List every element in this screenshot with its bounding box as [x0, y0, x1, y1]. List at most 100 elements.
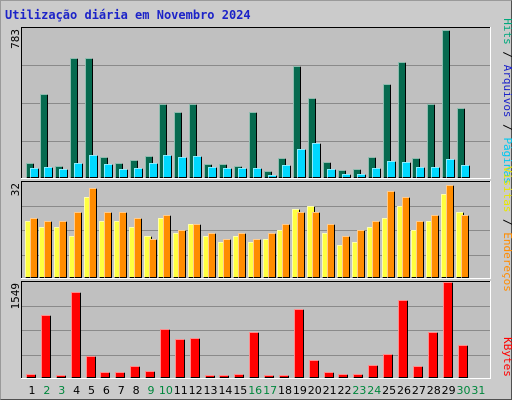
bar-pginas-day-23-shadow	[357, 174, 366, 178]
x-tick-label-day: 9	[148, 384, 155, 397]
x-tick-label-day: 23	[352, 384, 366, 397]
x-tick-label-day: 3	[58, 384, 65, 397]
bar-endereos-day-11-shadow	[178, 230, 186, 278]
bar-hits-day-4	[70, 58, 78, 178]
bar-pginas-day-29-shadow	[446, 159, 455, 178]
bar-endereos-day-2-highlight	[44, 221, 52, 278]
bar-visitas-day-20-highlight	[307, 206, 315, 278]
bar-kbytes-day-6	[100, 372, 110, 378]
x-tick-label-day: 28	[427, 384, 441, 397]
bar-kbytes-day-7-shadow	[115, 372, 125, 378]
bar-kbytes-day-5-shadow	[86, 356, 96, 378]
bar-visitas-day-21	[322, 233, 330, 278]
bar-visitas-day-19-highlight	[292, 209, 300, 278]
bar-hits-day-20	[308, 98, 316, 178]
bar-hits-day-2-highlight	[40, 94, 48, 178]
bar-endereos-day-12	[193, 224, 201, 278]
bar-visitas-day-2	[39, 227, 47, 278]
bar-endereos-day-18-shadow	[282, 224, 290, 278]
bar-endereos-day-10-highlight	[163, 215, 171, 278]
bar-kbytes-day-22	[338, 374, 348, 378]
bar-endereos-day-13	[208, 233, 216, 278]
bar-endereos-day-9-shadow	[149, 239, 157, 278]
bar-pginas-day-8-shadow	[134, 168, 143, 178]
bar-endereos-day-4-highlight	[74, 212, 82, 278]
x-tick-label-day: 2	[43, 384, 50, 397]
bar-endereos-day-6-highlight	[104, 212, 112, 278]
bar-endereos-day-26-highlight	[402, 197, 410, 278]
bar-pginas-day-6	[104, 164, 113, 178]
bar-endereos-day-24-shadow	[372, 221, 380, 278]
bar-pginas-day-20-shadow	[312, 143, 321, 178]
bar-kbytes-day-23-highlight	[353, 374, 363, 378]
bar-kbytes-day-5-highlight	[86, 356, 96, 378]
x-tick-label-day: 30	[457, 384, 471, 397]
bar-pginas-day-14	[223, 168, 232, 178]
bar-endereos-day-29	[446, 185, 454, 278]
bar-kbytes-day-9-highlight	[145, 371, 155, 378]
bar-visitas-day-4	[69, 236, 77, 278]
bar-kbytes-day-14-highlight	[219, 375, 229, 378]
bar-hits-day-14-highlight	[219, 164, 227, 178]
x-tick-label-day: 7	[118, 384, 125, 397]
bar-endereos-day-29-highlight	[446, 185, 454, 278]
bar-kbytes-day-16-shadow	[249, 332, 259, 378]
bar-endereos-day-30-shadow	[461, 215, 469, 278]
bar-visitas-day-29	[441, 194, 449, 278]
x-tick-label-day: 21	[323, 384, 337, 397]
bar-endereos-day-20-shadow	[312, 212, 320, 278]
bar-kbytes-day-11-highlight	[175, 339, 185, 378]
panel-3-ymax-label: 1549	[9, 283, 22, 310]
bar-hits-day-23-highlight	[353, 169, 361, 178]
bar-pginas-day-17	[268, 175, 277, 178]
bar-pginas-day-3-highlight	[59, 169, 68, 178]
bar-kbytes-day-20-shadow	[309, 360, 319, 378]
bar-kbytes-day-12-highlight	[190, 338, 200, 378]
bar-pginas-day-19-highlight	[297, 149, 306, 178]
bar-hits-day-19	[293, 66, 301, 178]
bar-endereos-day-27	[416, 221, 424, 278]
bar-endereos-day-22	[342, 236, 350, 278]
bar-hits-day-25	[383, 84, 391, 178]
bar-endereos-day-26-shadow	[402, 197, 410, 278]
bar-pginas-day-6-shadow	[104, 164, 113, 178]
bar-pginas-day-1	[30, 168, 39, 178]
bar-kbytes-day-5	[86, 356, 96, 378]
bar-endereos-day-21	[327, 224, 335, 278]
bar-hits-day-1-highlight	[26, 163, 34, 178]
x-tick-label-day: 29	[442, 384, 456, 397]
bar-visitas-day-8	[129, 227, 137, 278]
panel-2-ymax-label: 32	[9, 183, 22, 196]
bar-hits-day-9-highlight	[145, 156, 153, 178]
bar-pginas-day-20-highlight	[312, 143, 321, 178]
legend-entry: Endereços	[501, 232, 512, 292]
bar-endereos-day-30	[461, 215, 469, 278]
bar-hits-day-15-highlight	[234, 166, 242, 178]
bar-endereos-day-6-shadow	[104, 212, 112, 278]
legend-entry: Hits	[501, 18, 512, 45]
bar-endereos-day-28-highlight	[431, 215, 439, 278]
bar-endereos-day-24-highlight	[372, 221, 380, 278]
bar-hits-day-5-highlight	[85, 58, 93, 178]
bar-kbytes-day-15-highlight	[234, 374, 244, 378]
bar-endereos-day-20-highlight	[312, 212, 320, 278]
bar-kbytes-day-19-highlight	[294, 309, 304, 378]
bar-kbytes-day-1-shadow	[26, 374, 36, 378]
bar-pginas-day-22-highlight	[342, 174, 351, 178]
bar-pginas-day-18-shadow	[282, 165, 291, 178]
bar-kbytes-day-26-shadow	[398, 300, 408, 378]
bar-visitas-day-27	[411, 230, 419, 278]
legend-entry: Páginas	[501, 137, 512, 183]
bar-hits-day-5	[85, 58, 93, 178]
bar-kbytes-day-19	[294, 309, 304, 378]
bar-endereos-day-7	[119, 212, 127, 278]
bar-endereos-day-12-highlight	[193, 224, 201, 278]
bar-kbytes-day-6-highlight	[100, 372, 110, 378]
bar-pginas-day-16-highlight	[253, 168, 262, 178]
legend-entry: Arquivos	[501, 65, 512, 118]
bar-hits-day-13-highlight	[204, 164, 212, 178]
bar-pginas-day-13-shadow	[208, 167, 217, 178]
legend-entry: Visitas	[501, 166, 512, 212]
bar-kbytes-day-28	[428, 332, 438, 378]
